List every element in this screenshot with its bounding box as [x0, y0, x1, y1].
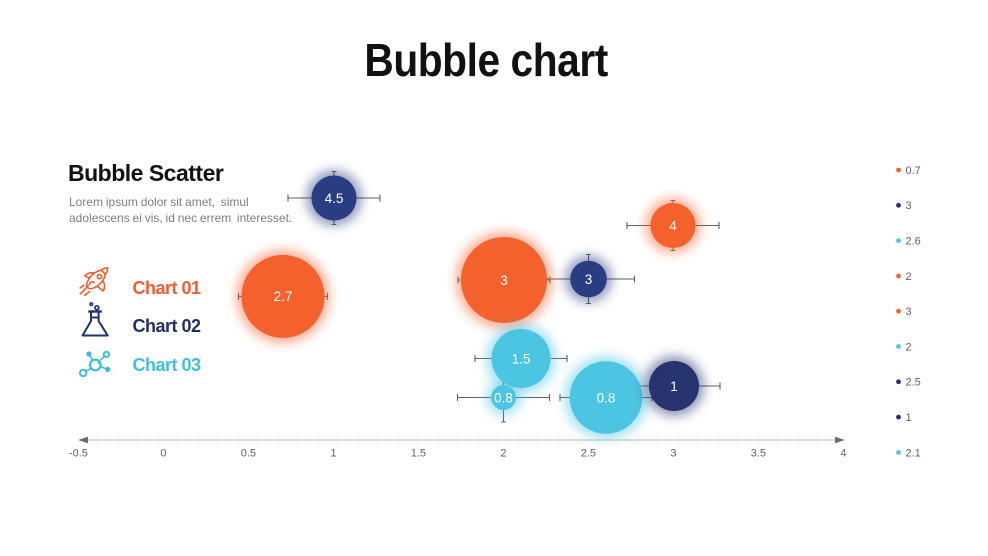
svg-text:2: 2 — [500, 448, 506, 460]
svg-text:0.8: 0.8 — [597, 390, 616, 405]
svg-text:1: 1 — [330, 448, 336, 460]
svg-text:1.5: 1.5 — [411, 448, 426, 460]
svg-text:2.1: 2.1 — [906, 447, 921, 459]
svg-text:3: 3 — [500, 273, 508, 288]
svg-text:2: 2 — [906, 341, 912, 353]
svg-text:0.7: 0.7 — [906, 165, 921, 177]
svg-text:0: 0 — [160, 448, 166, 460]
svg-text:2.5: 2.5 — [581, 448, 596, 460]
svg-text:4: 4 — [840, 448, 846, 460]
svg-text:3: 3 — [670, 448, 676, 460]
svg-text:1.5: 1.5 — [512, 351, 531, 366]
svg-text:0.8: 0.8 — [494, 390, 513, 405]
svg-text:0.5: 0.5 — [241, 448, 256, 460]
svg-text:3.5: 3.5 — [751, 448, 766, 460]
svg-text:1: 1 — [670, 379, 678, 394]
svg-text:-0.5: -0.5 — [69, 448, 88, 460]
svg-text:2.6: 2.6 — [906, 236, 921, 248]
svg-text:4: 4 — [669, 218, 677, 233]
svg-text:3: 3 — [906, 306, 912, 318]
svg-text:1: 1 — [906, 412, 912, 424]
svg-text:3: 3 — [906, 200, 912, 212]
svg-text:3: 3 — [585, 272, 593, 287]
svg-text:2.5: 2.5 — [906, 377, 921, 389]
svg-text:2.7: 2.7 — [274, 289, 293, 304]
svg-text:2: 2 — [906, 271, 912, 283]
svg-text:4.5: 4.5 — [325, 191, 344, 206]
